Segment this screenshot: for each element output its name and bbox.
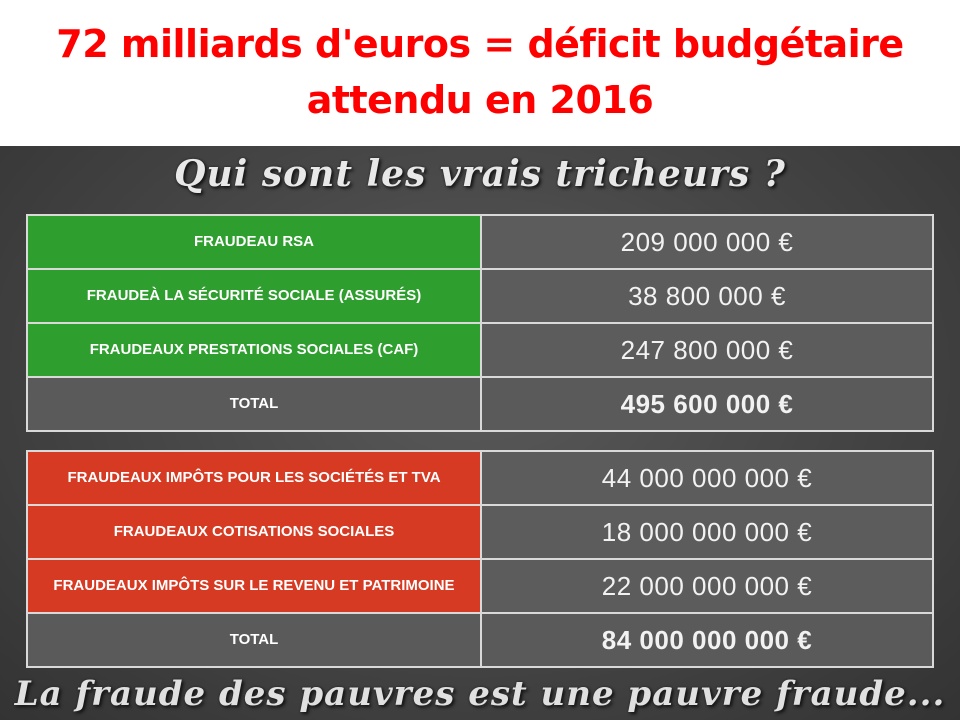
chalkboard-image: Qui sont les vrais tricheurs ? FRAUDE AU… [0, 146, 960, 720]
row-label-line-1: FRAUDE [89, 341, 153, 358]
row-amount: 22 000 000 000 € [482, 560, 934, 614]
row-label-line-1: FRAUDE [67, 469, 130, 486]
total-row: TOTAL 84 000 000 000 € [28, 614, 934, 668]
table-row: FRAUDE AUX IMPÔTS SUR LE REVENU ET PATRI… [28, 560, 934, 614]
row-label-line-1: FRAUDE [53, 577, 116, 594]
row-label-line-1: FRAUDE [86, 287, 150, 304]
row-label: FRAUDE AUX IMPÔTS POUR LES SOCIÉTÉS ET T… [28, 452, 482, 506]
row-amount: 209 000 000 € [482, 216, 934, 270]
table-row: FRAUDE AUX IMPÔTS POUR LES SOCIÉTÉS ET T… [28, 452, 934, 506]
headline-line-1: 72 milliards d'euros = déficit budgétair… [56, 22, 904, 66]
row-label: FRAUDE AUX PRESTATIONS SOCIALES (CAF) [28, 324, 482, 378]
row-label: FRAUDE AUX IMPÔTS SUR LE REVENU ET PATRI… [28, 560, 482, 614]
rich-fraud-table: FRAUDE AUX IMPÔTS POUR LES SOCIÉTÉS ET T… [26, 450, 934, 668]
table-row: FRAUDE AUX COTISATIONS SOCIALES 18 000 0… [28, 506, 934, 560]
total-label: TOTAL [28, 614, 482, 668]
row-label-line-2: AU RSA [256, 233, 314, 250]
poor-fraud-table: FRAUDE AU RSA 209 000 000 € FRAUDE À LA … [26, 214, 934, 432]
row-label-line-2: AUX IMPÔTS SUR LE REVENU ET PATRIMOINE [115, 577, 455, 594]
total-row: TOTAL 495 600 000 € [28, 378, 934, 432]
row-amount: 247 800 000 € [482, 324, 934, 378]
slide-headline: 72 milliards d'euros = déficit budgétair… [0, 16, 960, 128]
row-label: FRAUDE AUX COTISATIONS SOCIALES [28, 506, 482, 560]
row-label-line-2: À LA SÉCURITÉ SOCIALE (ASSURÉS) [149, 287, 422, 304]
total-amount: 495 600 000 € [482, 378, 934, 432]
row-label-line-1: FRAUDE [113, 523, 177, 540]
headline-line-2: attendu en 2016 [306, 78, 654, 122]
table-row: FRAUDE À LA SÉCURITÉ SOCIALE (ASSURÉS) 3… [28, 270, 934, 324]
row-label-line-2: AUX IMPÔTS POUR LES SOCIÉTÉS ET TVA [129, 469, 441, 486]
row-amount: 18 000 000 000 € [482, 506, 934, 560]
total-label: TOTAL [28, 378, 482, 432]
row-amount: 38 800 000 € [482, 270, 934, 324]
table-row: FRAUDE AUX PRESTATIONS SOCIALES (CAF) 24… [28, 324, 934, 378]
table-row: FRAUDE AU RSA 209 000 000 € [28, 216, 934, 270]
row-label: FRAUDE À LA SÉCURITÉ SOCIALE (ASSURÉS) [28, 270, 482, 324]
row-label-line-2: AUX COTISATIONS SOCIALES [176, 523, 395, 540]
row-label: FRAUDE AU RSA [28, 216, 482, 270]
board-title: Qui sont les vrais tricheurs ? [174, 153, 786, 195]
row-label-line-2: AUX PRESTATIONS SOCIALES (CAF) [152, 341, 419, 358]
board-footer-slogan: La fraude des pauvres est une pauvre fra… [14, 674, 946, 714]
total-amount: 84 000 000 000 € [482, 614, 934, 668]
row-label-line-1: FRAUDE [193, 233, 257, 250]
row-amount: 44 000 000 000 € [482, 452, 934, 506]
